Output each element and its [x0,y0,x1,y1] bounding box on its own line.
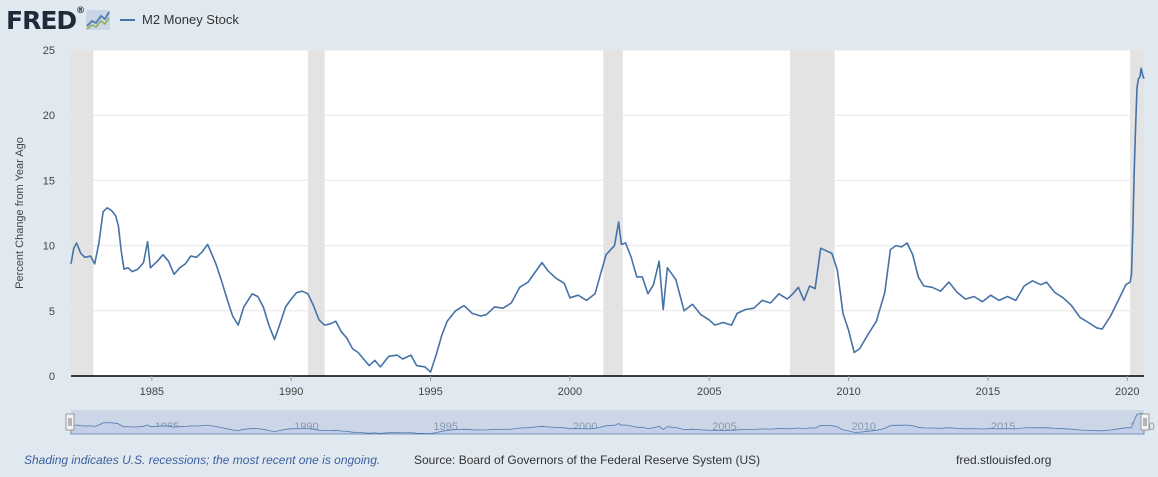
y-tick-label-20: 20 [43,110,55,122]
logo-trademark: ® [76,6,85,16]
x-tick-label-1995: 1995 [418,386,442,398]
navigator-series-0 [70,412,1145,435]
recession-band-2 [603,50,623,376]
series-line-0[interactable] [70,67,1145,373]
x-tick-label-1985: 1985 [140,386,164,398]
recession-band-0 [71,50,94,376]
nav-tick-label-2005: 2005 [712,421,736,433]
source-text: Source: Board of Governors of the Federa… [414,453,761,467]
legend-label: M2 Money Stock [142,12,239,27]
navigator-handle-right[interactable] [1140,413,1150,431]
header: FRED® M2 Money Stock [0,0,1158,44]
recession-band-1 [307,50,325,376]
fred-logo[interactable]: FRED® [6,6,85,35]
footer: Shading indicates U.S. recessions; the m… [0,451,1158,471]
x-tick-label-2005: 2005 [697,386,721,398]
y-axis-label: Percent Change from Year Ago [14,137,26,289]
legend-swatch [120,18,135,21]
y-tick-label-25: 25 [43,45,55,57]
recession-band-4 [1130,50,1144,376]
nav-tick-label-2010: 2010 [852,421,876,433]
recession-band-3 [790,50,835,376]
chart-line-icon [86,10,110,30]
recession-note: Shading indicates U.S. recessions; the m… [24,453,381,467]
x-tick-label-2010: 2010 [836,386,860,398]
site-link[interactable]: fred.stlouisfed.org [956,453,1052,467]
y-tick-label-5: 5 [49,306,55,318]
navigator-handle-left[interactable] [65,413,75,431]
x-tick-label-1990: 1990 [279,386,303,398]
logo-text: FRED [6,6,77,35]
x-tick-label-2015: 2015 [976,386,1000,398]
x-tick-label-2000: 2000 [558,386,582,398]
y-tick-label-10: 10 [43,241,55,253]
legend[interactable]: M2 Money Stock [120,12,239,27]
x-tick-label-2020: 2020 [1115,386,1139,398]
y-tick-label-0: 0 [49,371,55,383]
y-tick-label-15: 15 [43,175,55,187]
